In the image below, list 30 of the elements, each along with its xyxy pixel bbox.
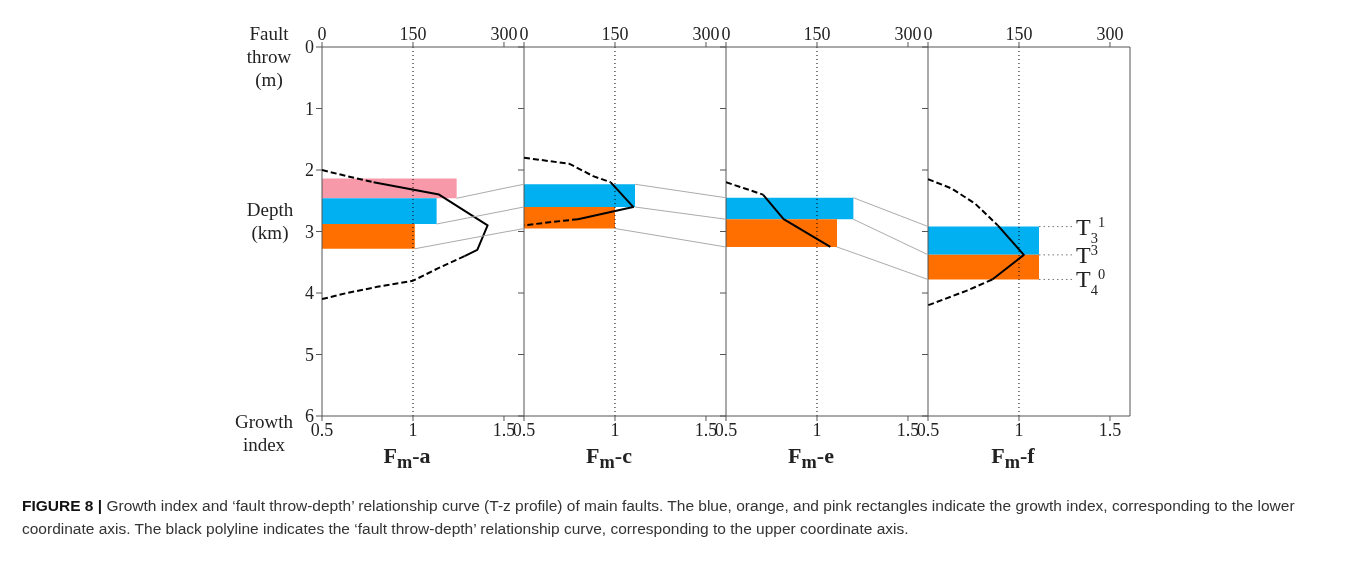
x2-axis-title: Fault throw (m): [245, 22, 293, 91]
x2-tick-label: 150: [399, 24, 427, 44]
y-tick-label: 2: [305, 160, 314, 181]
x2-tick-label: 150: [803, 24, 831, 44]
x2-tick-label: 300: [1096, 24, 1124, 44]
x2-tick-label: 300: [490, 24, 518, 44]
x2-tick-label: 0: [519, 24, 529, 44]
x2-tick-label: 300: [692, 24, 720, 44]
y-tick-label: 5: [305, 344, 314, 365]
x2-tick-label: 150: [601, 24, 629, 44]
x2-tick-label: 0: [923, 24, 933, 44]
x-axis-title: Growth index: [233, 410, 295, 456]
text: F$_{m}$-e: [787, 443, 835, 475]
y-tick-label: 0: [305, 37, 314, 58]
y-tick-label: 3: [305, 221, 314, 242]
x-tick-label: 1: [408, 419, 418, 440]
caption: FIGURE 8 | Growth index and ‘fault throw-depth’ relationship curve (T-z profile) of main faults. The blue, orange, and pink rectangles indicate the growth index, corresponding to the lower coordinate axis. The black polyline indicates the ‘fault throw-depth’ relationship curve, corresponding to the upper coordinate axis.: [22, 496, 1296, 539]
x2-tick-label: 300: [894, 24, 922, 44]
x-tick-label: 1: [1014, 419, 1024, 440]
x2-tick-label: 0: [721, 24, 731, 44]
x-tick-label: 1.5: [1098, 419, 1122, 440]
y-axis-title: Depth (km): [245, 198, 295, 244]
x-tick-label: 1: [610, 419, 620, 440]
y-tick-label: 4: [305, 283, 314, 304]
text: F$_{m}$-f: [990, 443, 1036, 475]
x2-tick-label: 150: [1005, 24, 1033, 44]
text: F$_{m}$-a: [382, 443, 432, 475]
x-tick-label: 1: [812, 419, 822, 440]
y-tick-label: 1: [305, 98, 314, 119]
text: F$_{m}$-c: [585, 443, 633, 475]
